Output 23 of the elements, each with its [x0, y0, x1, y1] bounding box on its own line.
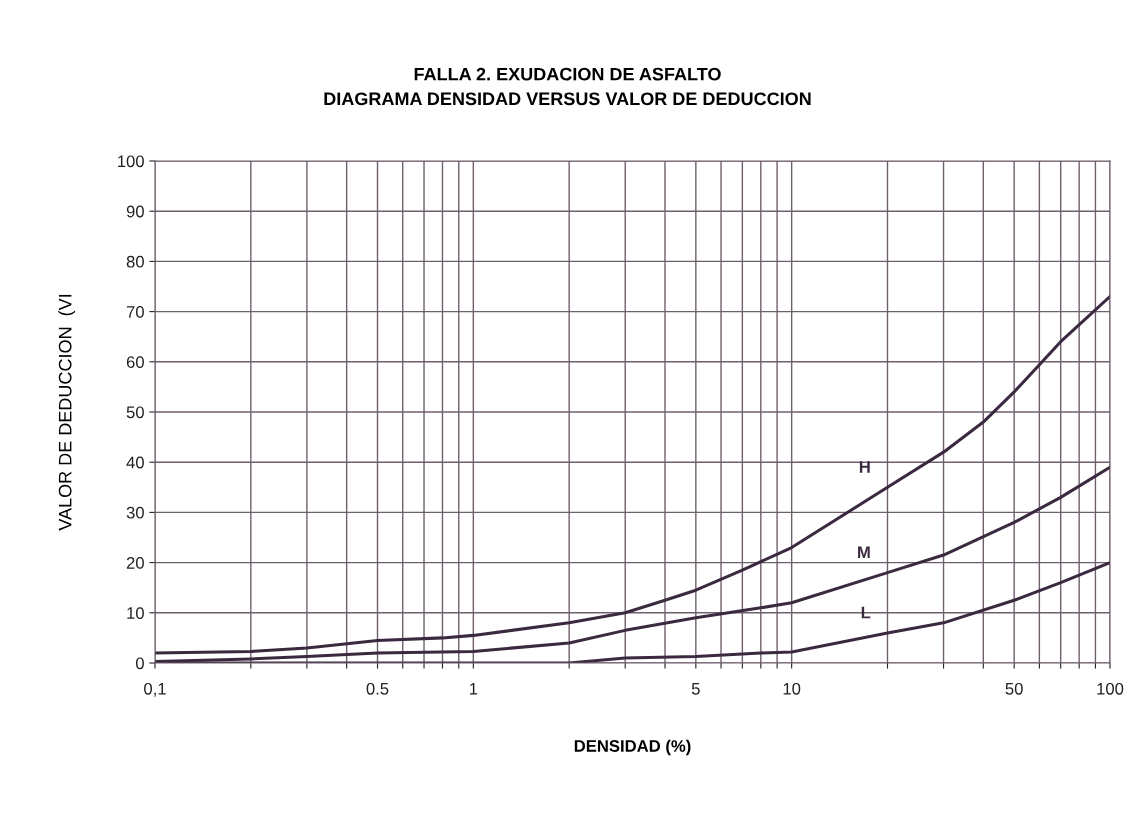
y-tick-label: 60 [126, 356, 144, 368]
chart-title: FALLA 2. EXUDACION DE ASFALTO DIAGRAMA DENSIDAD VERSUS VALOR DE DEDUCCION [324, 67, 811, 106]
x-tick-label: 50 [1005, 682, 1023, 695]
series-label: M [858, 546, 870, 559]
y-tick-label: 90 [126, 205, 144, 218]
y-axis-title: VALOR DE DEDUCCION (VI [58, 294, 76, 531]
y-tick-label: 40 [126, 456, 144, 469]
y-tick-label: 0 [135, 657, 144, 670]
x-tick-label: 5 [691, 683, 700, 695]
x-tick-label: 0,1 [144, 682, 166, 697]
y-tick-label: 100 [118, 155, 144, 168]
x-tick-label: 1 [469, 683, 478, 695]
x-tick-label: 100 [1097, 682, 1124, 695]
y-tick-label: 10 [127, 607, 144, 619]
y-tick-label: 20 [126, 557, 144, 569]
y-tick-label: 70 [126, 306, 144, 318]
x-tick-label: 10 [783, 682, 801, 695]
y-tick-label: 50 [126, 406, 144, 419]
series-label: H [859, 461, 870, 473]
y-tick-label: 30 [126, 506, 144, 519]
y-tick-label: 80 [126, 255, 144, 268]
x-tick-label: 0.5 [366, 682, 389, 695]
x-axis-title: DENSIDAD (%) [574, 739, 691, 756]
